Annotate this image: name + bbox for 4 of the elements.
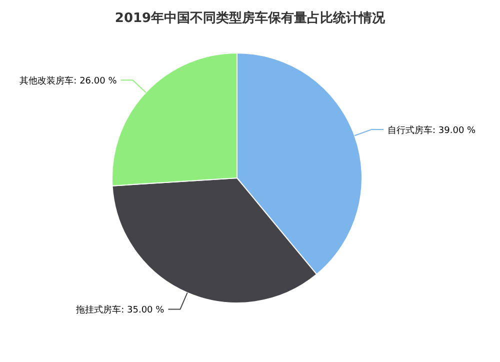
slice-label: 拖挂式房车: 35.00 % — [75, 304, 165, 316]
chart-title: 2019年中国不同类型房车保有量占比统计情况 — [114, 10, 386, 26]
slice-label: 自行式房车: 39.00 % — [388, 125, 476, 136]
slice-label: 其他改装房车: 26.00 % — [20, 76, 118, 87]
